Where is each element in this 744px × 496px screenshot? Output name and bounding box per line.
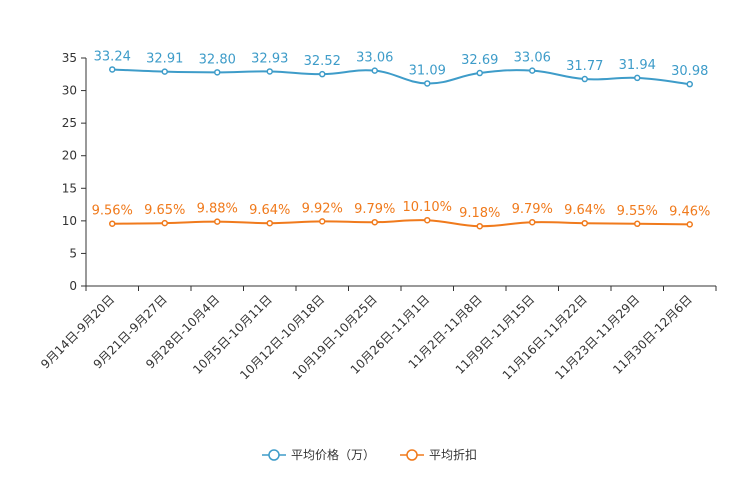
legend-label: 平均价格（万）	[291, 447, 375, 462]
data-point[interactable]	[476, 69, 483, 77]
data-label: 33.24	[94, 49, 131, 64]
data-point[interactable]	[161, 68, 168, 75]
data-point[interactable]	[424, 216, 431, 224]
data-point[interactable]	[634, 74, 641, 82]
y-tick-label: 35	[62, 51, 77, 65]
data-point[interactable]	[109, 220, 116, 227]
legend-marker-icon	[406, 449, 418, 461]
data-point[interactable]	[686, 221, 693, 228]
data-label: 9.18%	[459, 206, 500, 221]
data-point[interactable]	[214, 218, 221, 225]
data-point[interactable]	[371, 218, 378, 226]
data-label: 30.98	[671, 64, 708, 79]
y-tick-label: 10	[62, 214, 77, 228]
data-point[interactable]	[476, 222, 483, 230]
y-tick-label: 0	[69, 279, 77, 293]
data-label: 9.46%	[669, 204, 710, 219]
data-point[interactable]	[581, 219, 588, 227]
data-point[interactable]	[529, 67, 536, 74]
y-tick-label: 30	[62, 84, 77, 98]
series-layer: 33.24 32.91 32.80 32.93 32.52 33.06 31.09 32.69…	[92, 49, 710, 230]
data-point[interactable]	[109, 66, 116, 73]
data-point[interactable]	[161, 219, 168, 227]
data-label: 31.94	[619, 58, 656, 73]
data-label: 31.77	[566, 59, 603, 74]
data-point[interactable]	[266, 68, 273, 75]
series-1: 9.56% 9.65% 9.88% 9.64% 9.92% 9.79% 10.10% 9.18…	[92, 200, 710, 230]
y-tick-label: 15	[62, 181, 77, 195]
data-label: 9.88%	[197, 202, 238, 217]
data-point[interactable]	[319, 70, 326, 78]
data-label: 9.79%	[512, 202, 553, 217]
series-0: 33.24 32.91 32.80 32.93 32.52 33.06 31.09 32.69…	[94, 49, 708, 88]
data-label: 9.79%	[354, 202, 395, 217]
data-point[interactable]	[266, 219, 273, 227]
legend-marker-icon	[268, 449, 280, 461]
data-label: 9.92%	[302, 201, 343, 216]
data-label: 32.93	[251, 51, 288, 66]
y-tick-label: 20	[62, 149, 77, 163]
y-tick-label: 25	[62, 116, 77, 130]
data-label: 9.56%	[92, 204, 133, 219]
data-point[interactable]	[634, 220, 641, 228]
data-label: 32.69	[461, 53, 498, 68]
data-label: 32.80	[199, 52, 236, 67]
data-point[interactable]	[371, 67, 378, 74]
data-label: 33.06	[356, 51, 393, 66]
series-line	[112, 219, 690, 228]
data-label: 10.10%	[402, 200, 452, 215]
data-point[interactable]	[319, 218, 326, 225]
legend-item-0[interactable]: 平均价格（万）	[262, 447, 375, 462]
data-label: 9.64%	[564, 203, 605, 218]
legend-item-1[interactable]: 平均折扣	[400, 447, 477, 462]
data-label: 33.06	[514, 51, 551, 66]
data-label: 31.09	[409, 63, 446, 78]
series-line	[112, 68, 690, 86]
data-label: 9.64%	[249, 203, 290, 218]
data-point[interactable]	[529, 218, 536, 226]
data-point[interactable]	[424, 80, 431, 87]
legend[interactable]: 平均价格（万） 平均折扣	[262, 447, 477, 462]
legend-label: 平均折扣	[429, 447, 477, 462]
data-point[interactable]	[581, 75, 588, 83]
data-label: 9.55%	[617, 204, 658, 219]
y-tick-label: 5	[69, 246, 77, 260]
data-label: 32.52	[304, 54, 341, 69]
data-point[interactable]	[686, 80, 693, 88]
data-label: 32.91	[146, 52, 183, 67]
data-label: 9.65%	[144, 203, 185, 218]
data-point[interactable]	[214, 69, 221, 76]
